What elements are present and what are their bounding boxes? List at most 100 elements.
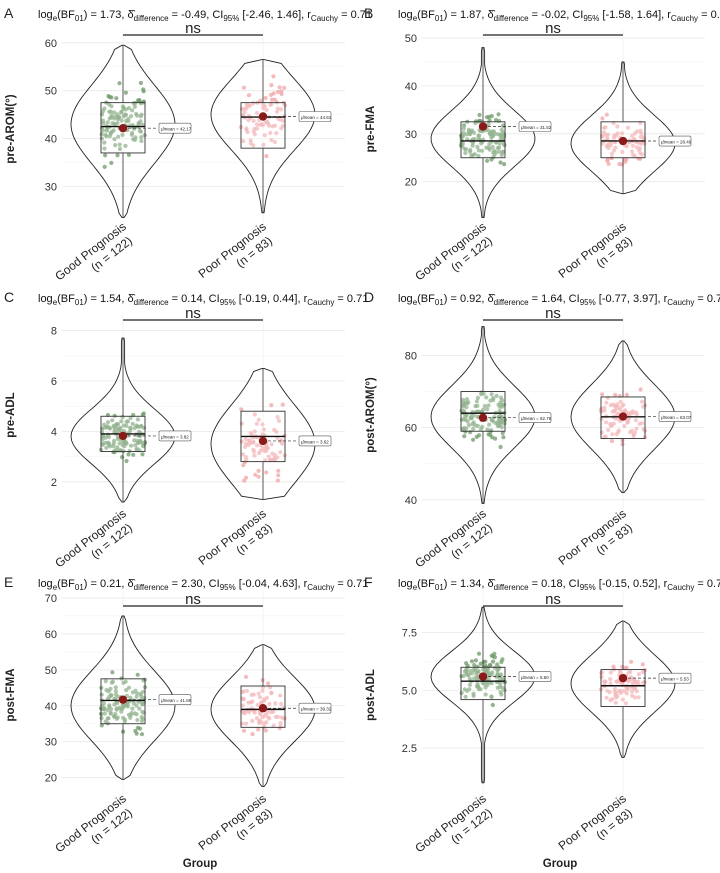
- data-point: [276, 478, 280, 482]
- data-point: [498, 160, 502, 164]
- y-axis-title: post-FMA: [5, 668, 17, 721]
- data-point: [276, 469, 280, 473]
- data-point: [474, 658, 478, 662]
- mean-label: μ̂mean = 42.17: [161, 127, 192, 132]
- data-point: [491, 660, 495, 664]
- data-point: [244, 675, 248, 679]
- data-point: [500, 657, 504, 661]
- x-axis-title: Group: [543, 858, 578, 870]
- data-point: [264, 154, 268, 158]
- data-point: [266, 681, 270, 685]
- data-point: [620, 442, 624, 446]
- panel-label: C: [4, 289, 14, 305]
- mean-dot: [119, 124, 127, 132]
- x-tick-label-good: Good Prognosis(n = 122): [412, 791, 498, 867]
- data-point: [488, 433, 492, 437]
- significance-label: ns: [185, 305, 201, 322]
- data-point: [620, 438, 624, 442]
- mean-dot: [259, 112, 267, 120]
- y-tick-label: 80: [405, 350, 417, 362]
- data-point: [475, 435, 479, 439]
- significance-label: ns: [185, 20, 201, 37]
- data-point: [264, 96, 268, 100]
- data-point: [103, 153, 107, 157]
- figure: Aloge(BF01) = 1.73, δ̂difference = -0.49…: [0, 0, 720, 873]
- data-point: [103, 165, 107, 169]
- data-point: [109, 161, 113, 165]
- panel-label: D: [364, 289, 374, 305]
- x-axis-title: Group: [183, 858, 218, 870]
- panel-label: B: [364, 5, 373, 21]
- data-point: [256, 727, 260, 731]
- data-point: [247, 93, 251, 97]
- y-axis-title: pre-FMA: [365, 106, 377, 153]
- data-point: [276, 473, 280, 477]
- x-tick-label-poor: Poor Prognosis(n = 83): [556, 791, 639, 864]
- data-point: [471, 438, 475, 442]
- mean-dot: [619, 137, 627, 145]
- data-point: [110, 670, 114, 674]
- y-tick-label: 4: [51, 426, 57, 438]
- mean-label: μ̂mean = 28.49: [661, 140, 692, 145]
- panel-E: Eloge(BF01) = 0.21, δ̂difference = 2.30,…: [4, 574, 368, 870]
- mean-label: μ̂mean = 41.69: [161, 698, 192, 703]
- y-tick-label: 5.0: [402, 685, 417, 697]
- mean-label: μ̂mean = 3.62: [301, 439, 329, 444]
- data-point: [258, 99, 262, 103]
- data-point: [623, 160, 627, 164]
- data-point: [600, 116, 604, 120]
- panel-B: Bloge(BF01) = 1.87, δ̂difference = -0.02…: [364, 5, 720, 295]
- data-point: [479, 662, 483, 666]
- data-point: [496, 112, 500, 116]
- x-tick-label-good: Good Prognosis(n = 122): [52, 506, 138, 582]
- data-point: [257, 469, 261, 473]
- data-point: [625, 666, 629, 670]
- x-tick-label-poor: Poor Prognosis(n = 83): [196, 506, 279, 579]
- data-point: [493, 655, 497, 659]
- mean-label: μ̂mean = 31.52: [521, 125, 552, 130]
- data-point: [114, 96, 118, 100]
- data-point: [499, 445, 503, 449]
- data-point: [477, 652, 481, 656]
- y-tick-label: 20: [45, 773, 57, 785]
- stats-subtitle: loge(BF01) = 1.54, δ̂difference = 0.14, …: [38, 293, 368, 307]
- y-tick-label: 50: [45, 665, 57, 677]
- data-point: [242, 729, 246, 733]
- panel-label: F: [364, 574, 373, 590]
- data-point: [613, 393, 617, 397]
- data-point: [140, 452, 144, 456]
- mean-dot: [619, 674, 627, 682]
- data-point: [502, 162, 506, 166]
- data-point: [124, 459, 128, 463]
- y-tick-label: 40: [45, 134, 57, 146]
- mean-label: μ̂mean = 44.61: [301, 115, 332, 120]
- data-point: [115, 153, 119, 157]
- data-point: [282, 86, 286, 90]
- y-tick-label: 30: [405, 129, 417, 141]
- data-point: [251, 732, 255, 736]
- data-point: [485, 159, 489, 163]
- y-axis-title: post-AROM(°): [365, 377, 377, 453]
- data-point: [131, 453, 135, 457]
- significance-label: ns: [185, 591, 201, 608]
- data-point: [271, 74, 275, 78]
- data-point: [477, 113, 481, 117]
- data-point: [127, 153, 131, 157]
- data-point: [620, 665, 624, 669]
- box: [461, 667, 505, 699]
- y-axis-title: pre-ADL: [5, 392, 17, 437]
- data-point: [269, 83, 273, 87]
- data-point: [600, 392, 604, 396]
- mean-dot: [259, 704, 267, 712]
- y-tick-label: 70: [45, 593, 57, 605]
- data-point: [242, 86, 246, 90]
- y-tick-label: 40: [405, 495, 417, 507]
- y-tick-label: 30: [45, 181, 57, 193]
- data-point: [639, 387, 643, 391]
- data-point: [607, 162, 611, 166]
- data-point: [279, 89, 283, 93]
- x-tick-label-poor: Poor Prognosis(n = 83): [196, 219, 279, 292]
- mean-label: μ̂mean = 62.76: [521, 416, 552, 421]
- significance-label: ns: [545, 20, 561, 37]
